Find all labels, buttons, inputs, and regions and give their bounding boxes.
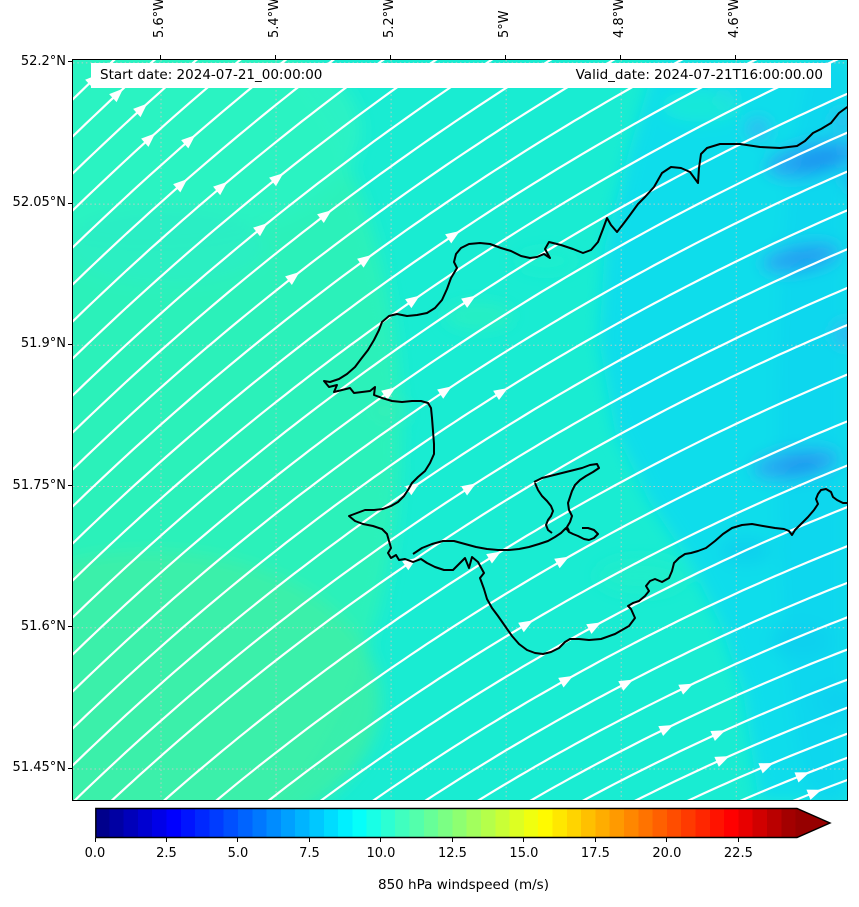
y-tick-label: 51.9°N xyxy=(20,336,66,352)
colorbar-axis-label: 850 hPa windspeed (m/s) xyxy=(378,877,549,893)
y-tick-label: 51.45°N xyxy=(12,760,66,776)
colorbar-tick-label: 12.5 xyxy=(437,846,467,861)
colorbar xyxy=(95,807,832,839)
colorbar-tickmark xyxy=(594,838,596,842)
colorbar-tick-label: 10.0 xyxy=(366,846,396,861)
graticule xyxy=(73,60,847,800)
coastline xyxy=(323,105,847,655)
colorbar-tickmark xyxy=(380,838,382,842)
windspeed-map-svg xyxy=(73,60,847,800)
colorbar-tick-label: 2.5 xyxy=(156,846,177,861)
x-tickmark xyxy=(389,55,391,59)
colorbar-tick-label: 0.0 xyxy=(84,846,106,861)
colorbar-tick-label: 17.5 xyxy=(580,846,610,861)
colorbar-bar xyxy=(95,807,832,839)
start-date-label: Start date: 2024-07-21_00:00:00 xyxy=(100,67,323,83)
colorbar-tickmark xyxy=(94,838,96,842)
x-tickmark xyxy=(619,55,621,59)
colorbar-tickmark xyxy=(237,838,239,842)
y-tickmark xyxy=(68,61,72,63)
colorbar-tickmark xyxy=(523,838,525,842)
x-tick-label: 5°W xyxy=(497,10,513,38)
colorbar-tick-label: 15.0 xyxy=(509,846,539,861)
colorbar-tickmark xyxy=(666,838,668,842)
y-tick-label: 52.05°N xyxy=(12,195,66,211)
annotation-band: Start date: 2024-07-21_00:00:00 Valid_da… xyxy=(91,63,831,88)
colorbar-tickmark xyxy=(451,838,453,842)
x-tick-label: 4.8°W xyxy=(612,0,628,38)
y-tickmark xyxy=(68,485,72,487)
x-tick-label: 5.6°W xyxy=(152,0,167,38)
colorbar-tick-label: 5.0 xyxy=(227,846,249,861)
colorbar-tick-label: 20.0 xyxy=(652,846,682,861)
x-tick-label: 4.6°W xyxy=(727,0,743,38)
y-tick-label: 51.75°N xyxy=(12,477,66,493)
colorbar-tickmark xyxy=(165,838,167,842)
x-tickmark xyxy=(274,55,276,59)
y-tickmark xyxy=(68,767,72,769)
x-tickmark xyxy=(734,55,736,59)
y-tickmark xyxy=(68,202,72,204)
y-tickmark xyxy=(68,343,72,345)
x-tick-label: 5.2°W xyxy=(382,0,398,38)
map-plot-area[interactable]: Start date: 2024-07-21_00:00:00 Valid_da… xyxy=(72,59,848,801)
colorbar-tick-label: 22.5 xyxy=(723,846,753,861)
x-tickmark xyxy=(159,55,161,59)
valid-date-label: Valid_date: 2024-07-21T16:00:00.00 xyxy=(575,67,823,83)
x-tickmark xyxy=(504,55,506,59)
colorbar-tick-label: 7.5 xyxy=(299,846,320,861)
streamlines xyxy=(73,60,847,800)
y-tick-label: 52.2°N xyxy=(20,53,66,69)
y-tick-label: 51.6°N xyxy=(20,618,66,634)
y-tickmark xyxy=(68,626,72,628)
x-tick-label: 5.4°W xyxy=(267,0,283,38)
colorbar-tickmark xyxy=(308,838,310,842)
colorbar-tickmark xyxy=(737,838,739,842)
